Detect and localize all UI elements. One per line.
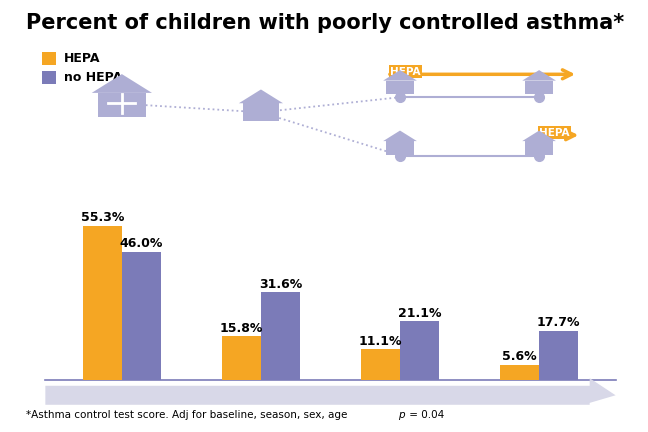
Bar: [83, 226, 122, 380]
Bar: [261, 292, 300, 380]
Text: 55.3%: 55.3%: [81, 211, 124, 224]
Bar: [122, 252, 161, 380]
Text: 15.8%: 15.8%: [220, 322, 263, 335]
Text: 21.1%: 21.1%: [398, 307, 441, 320]
Bar: [361, 349, 400, 380]
Text: HEPA: HEPA: [390, 67, 421, 77]
Text: *Asthma control test score. Adj for baseline, season, sex, age: *Asthma control test score. Adj for base…: [26, 410, 351, 420]
Text: 11.1%: 11.1%: [359, 335, 402, 348]
Bar: [539, 331, 578, 380]
Bar: [400, 321, 439, 380]
Text: HEPA: HEPA: [64, 52, 100, 65]
Text: 46.0%: 46.0%: [120, 237, 163, 251]
Text: 5.6%: 5.6%: [502, 350, 537, 363]
Text: HEPA: HEPA: [539, 127, 570, 138]
Bar: [222, 336, 261, 380]
Text: = 0.04: = 0.04: [406, 410, 444, 420]
Bar: [500, 365, 539, 380]
Text: 31.6%: 31.6%: [259, 277, 302, 291]
Text: p: p: [399, 410, 405, 420]
Text: Percent of children with poorly controlled asthma*: Percent of children with poorly controll…: [26, 13, 624, 33]
Text: 17.7%: 17.7%: [537, 316, 581, 329]
Text: no HEPA: no HEPA: [64, 71, 122, 84]
